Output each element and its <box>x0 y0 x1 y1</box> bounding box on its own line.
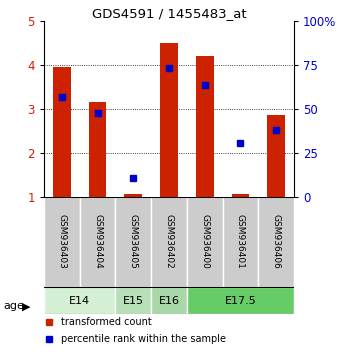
Bar <box>223 196 258 287</box>
Text: transformed count: transformed count <box>62 318 152 327</box>
Text: percentile rank within the sample: percentile rank within the sample <box>62 334 226 344</box>
Text: E16: E16 <box>159 296 179 306</box>
Bar <box>160 43 178 196</box>
Text: E17.5: E17.5 <box>224 296 256 306</box>
Bar <box>44 196 80 287</box>
Text: GSM936404: GSM936404 <box>93 214 102 269</box>
Text: GSM936406: GSM936406 <box>272 214 281 269</box>
Bar <box>258 196 294 287</box>
Text: E14: E14 <box>69 296 90 306</box>
Text: GSM936403: GSM936403 <box>57 214 66 269</box>
Bar <box>187 287 294 314</box>
Text: ▶: ▶ <box>22 301 30 311</box>
Text: GSM936400: GSM936400 <box>200 214 209 269</box>
Bar <box>115 287 151 314</box>
Bar <box>151 196 187 287</box>
Text: GSM936401: GSM936401 <box>236 214 245 269</box>
Bar <box>53 67 71 196</box>
Bar <box>232 194 249 196</box>
Text: GSM936402: GSM936402 <box>165 214 173 269</box>
Bar <box>89 102 106 196</box>
Bar <box>151 287 187 314</box>
Bar <box>124 194 142 196</box>
Bar <box>44 287 115 314</box>
Text: E15: E15 <box>123 296 144 306</box>
Bar <box>115 196 151 287</box>
Bar <box>80 196 115 287</box>
Text: age: age <box>3 301 24 311</box>
Bar <box>196 56 214 196</box>
Title: GDS4591 / 1455483_at: GDS4591 / 1455483_at <box>92 7 246 20</box>
Text: GSM936405: GSM936405 <box>129 214 138 269</box>
Bar <box>267 115 285 196</box>
Bar <box>187 196 223 287</box>
